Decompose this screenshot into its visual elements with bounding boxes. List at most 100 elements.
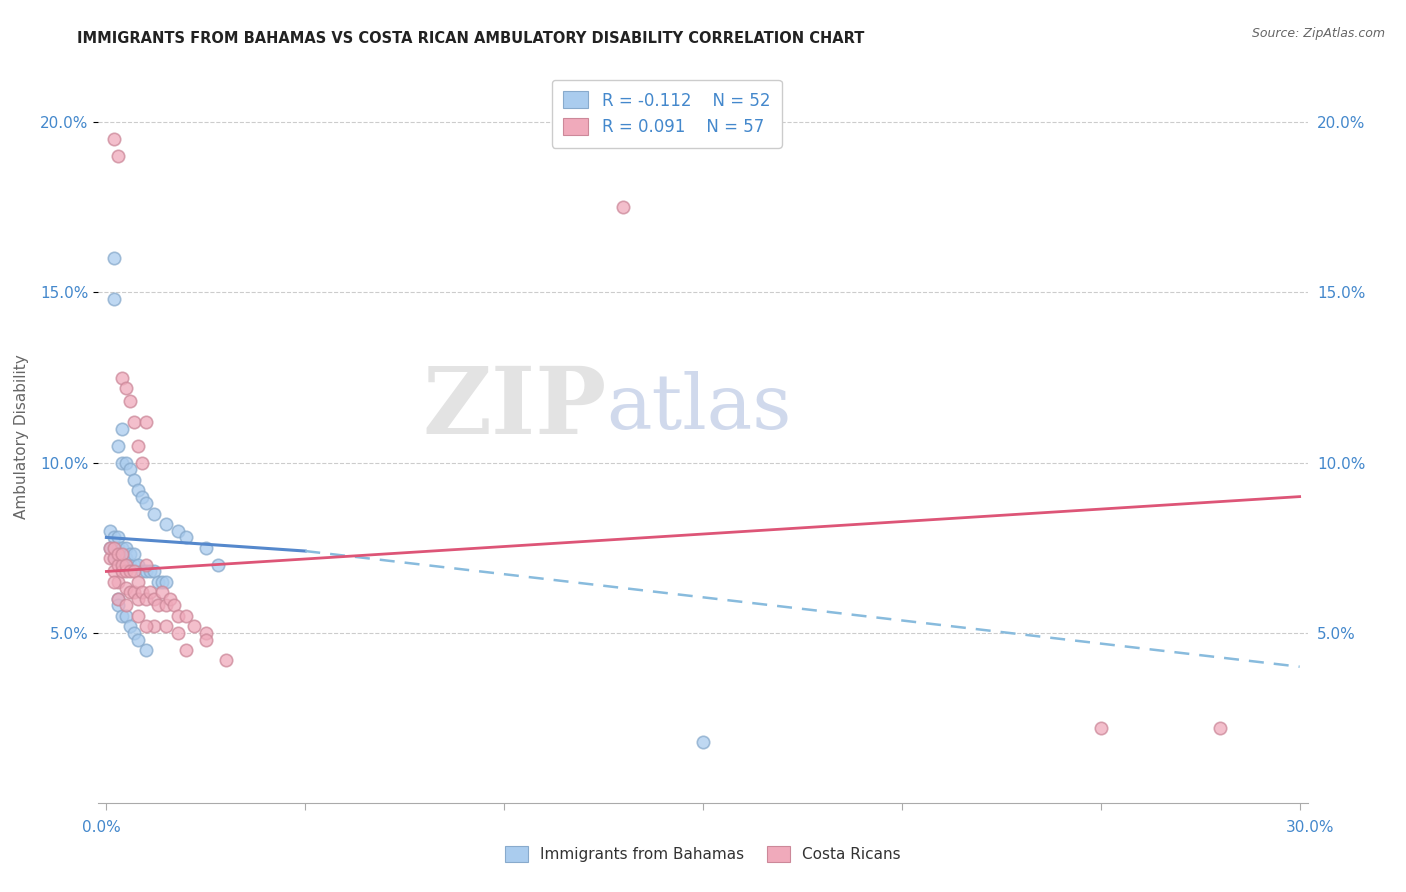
Point xyxy=(135,496,157,510)
Point xyxy=(127,591,149,606)
Point xyxy=(115,599,138,613)
Point xyxy=(115,558,138,572)
Legend: R = -0.112    N = 52, R = 0.091    N = 57: R = -0.112 N = 52, R = 0.091 N = 57 xyxy=(551,79,782,148)
Point xyxy=(103,531,125,545)
Point xyxy=(150,585,173,599)
Point xyxy=(155,599,177,613)
Point xyxy=(143,507,166,521)
Text: Source: ZipAtlas.com: Source: ZipAtlas.com xyxy=(1251,27,1385,40)
Point xyxy=(215,653,238,667)
Point xyxy=(692,734,714,748)
Point xyxy=(167,625,190,640)
Point xyxy=(122,548,145,562)
Point xyxy=(103,565,125,579)
Point xyxy=(120,558,142,572)
Point xyxy=(1090,721,1112,735)
Point xyxy=(120,565,142,579)
Point xyxy=(127,608,149,623)
Point xyxy=(115,582,138,596)
Point xyxy=(103,550,125,565)
Point xyxy=(183,619,205,633)
Text: atlas: atlas xyxy=(606,371,792,445)
Point xyxy=(115,381,138,395)
Point xyxy=(135,565,157,579)
Point xyxy=(194,541,217,555)
Point xyxy=(127,439,149,453)
Point xyxy=(1209,721,1232,735)
Point xyxy=(143,591,166,606)
Point xyxy=(174,531,197,545)
Point xyxy=(98,541,121,555)
Point xyxy=(115,608,138,623)
Point xyxy=(111,421,134,435)
Point xyxy=(159,591,181,606)
Point xyxy=(103,132,125,146)
Point xyxy=(115,456,138,470)
Point xyxy=(107,550,129,565)
Point xyxy=(120,585,142,599)
Point xyxy=(120,548,142,562)
Point xyxy=(135,558,157,572)
Point xyxy=(122,415,145,429)
Point xyxy=(131,490,153,504)
Point xyxy=(120,619,142,633)
Point xyxy=(127,558,149,572)
Legend: Immigrants from Bahamas, Costa Ricans: Immigrants from Bahamas, Costa Ricans xyxy=(499,840,907,868)
Point xyxy=(107,599,129,613)
Point xyxy=(131,585,153,599)
Point xyxy=(107,149,129,163)
Text: 30.0%: 30.0% xyxy=(1286,821,1334,835)
Point xyxy=(111,565,134,579)
Point xyxy=(111,548,134,562)
Point xyxy=(122,565,145,579)
Point xyxy=(111,558,134,572)
Point xyxy=(150,574,173,589)
Point xyxy=(115,550,138,565)
Point xyxy=(146,599,169,613)
Text: 0.0%: 0.0% xyxy=(82,821,121,835)
Point xyxy=(174,608,197,623)
Point xyxy=(135,642,157,657)
Point xyxy=(120,394,142,409)
Point xyxy=(139,565,162,579)
Point xyxy=(167,524,190,538)
Point xyxy=(127,574,149,589)
Point xyxy=(135,619,157,633)
Point xyxy=(122,558,145,572)
Point xyxy=(111,541,134,555)
Y-axis label: Ambulatory Disability: Ambulatory Disability xyxy=(14,355,30,519)
Point xyxy=(115,565,138,579)
Point xyxy=(115,541,138,555)
Point xyxy=(120,462,142,476)
Point xyxy=(143,565,166,579)
Point xyxy=(107,548,129,562)
Point xyxy=(103,550,125,565)
Point xyxy=(127,632,149,647)
Point xyxy=(103,541,125,555)
Point xyxy=(107,591,129,606)
Point xyxy=(122,625,145,640)
Text: ZIP: ZIP xyxy=(422,363,606,453)
Point xyxy=(111,370,134,384)
Point xyxy=(107,558,129,572)
Point xyxy=(103,252,125,266)
Point xyxy=(111,608,134,623)
Point xyxy=(107,541,129,555)
Point xyxy=(612,201,634,215)
Point xyxy=(143,619,166,633)
Point xyxy=(131,456,153,470)
Point xyxy=(163,599,186,613)
Point xyxy=(111,548,134,562)
Point xyxy=(127,483,149,497)
Point xyxy=(115,558,138,572)
Point xyxy=(103,293,125,307)
Point xyxy=(155,574,177,589)
Point xyxy=(194,632,217,647)
Point xyxy=(135,415,157,429)
Text: IMMIGRANTS FROM BAHAMAS VS COSTA RICAN AMBULATORY DISABILITY CORRELATION CHART: IMMIGRANTS FROM BAHAMAS VS COSTA RICAN A… xyxy=(77,31,865,46)
Point xyxy=(207,558,229,572)
Point xyxy=(103,574,125,589)
Point xyxy=(107,531,129,545)
Point xyxy=(155,516,177,531)
Point xyxy=(131,565,153,579)
